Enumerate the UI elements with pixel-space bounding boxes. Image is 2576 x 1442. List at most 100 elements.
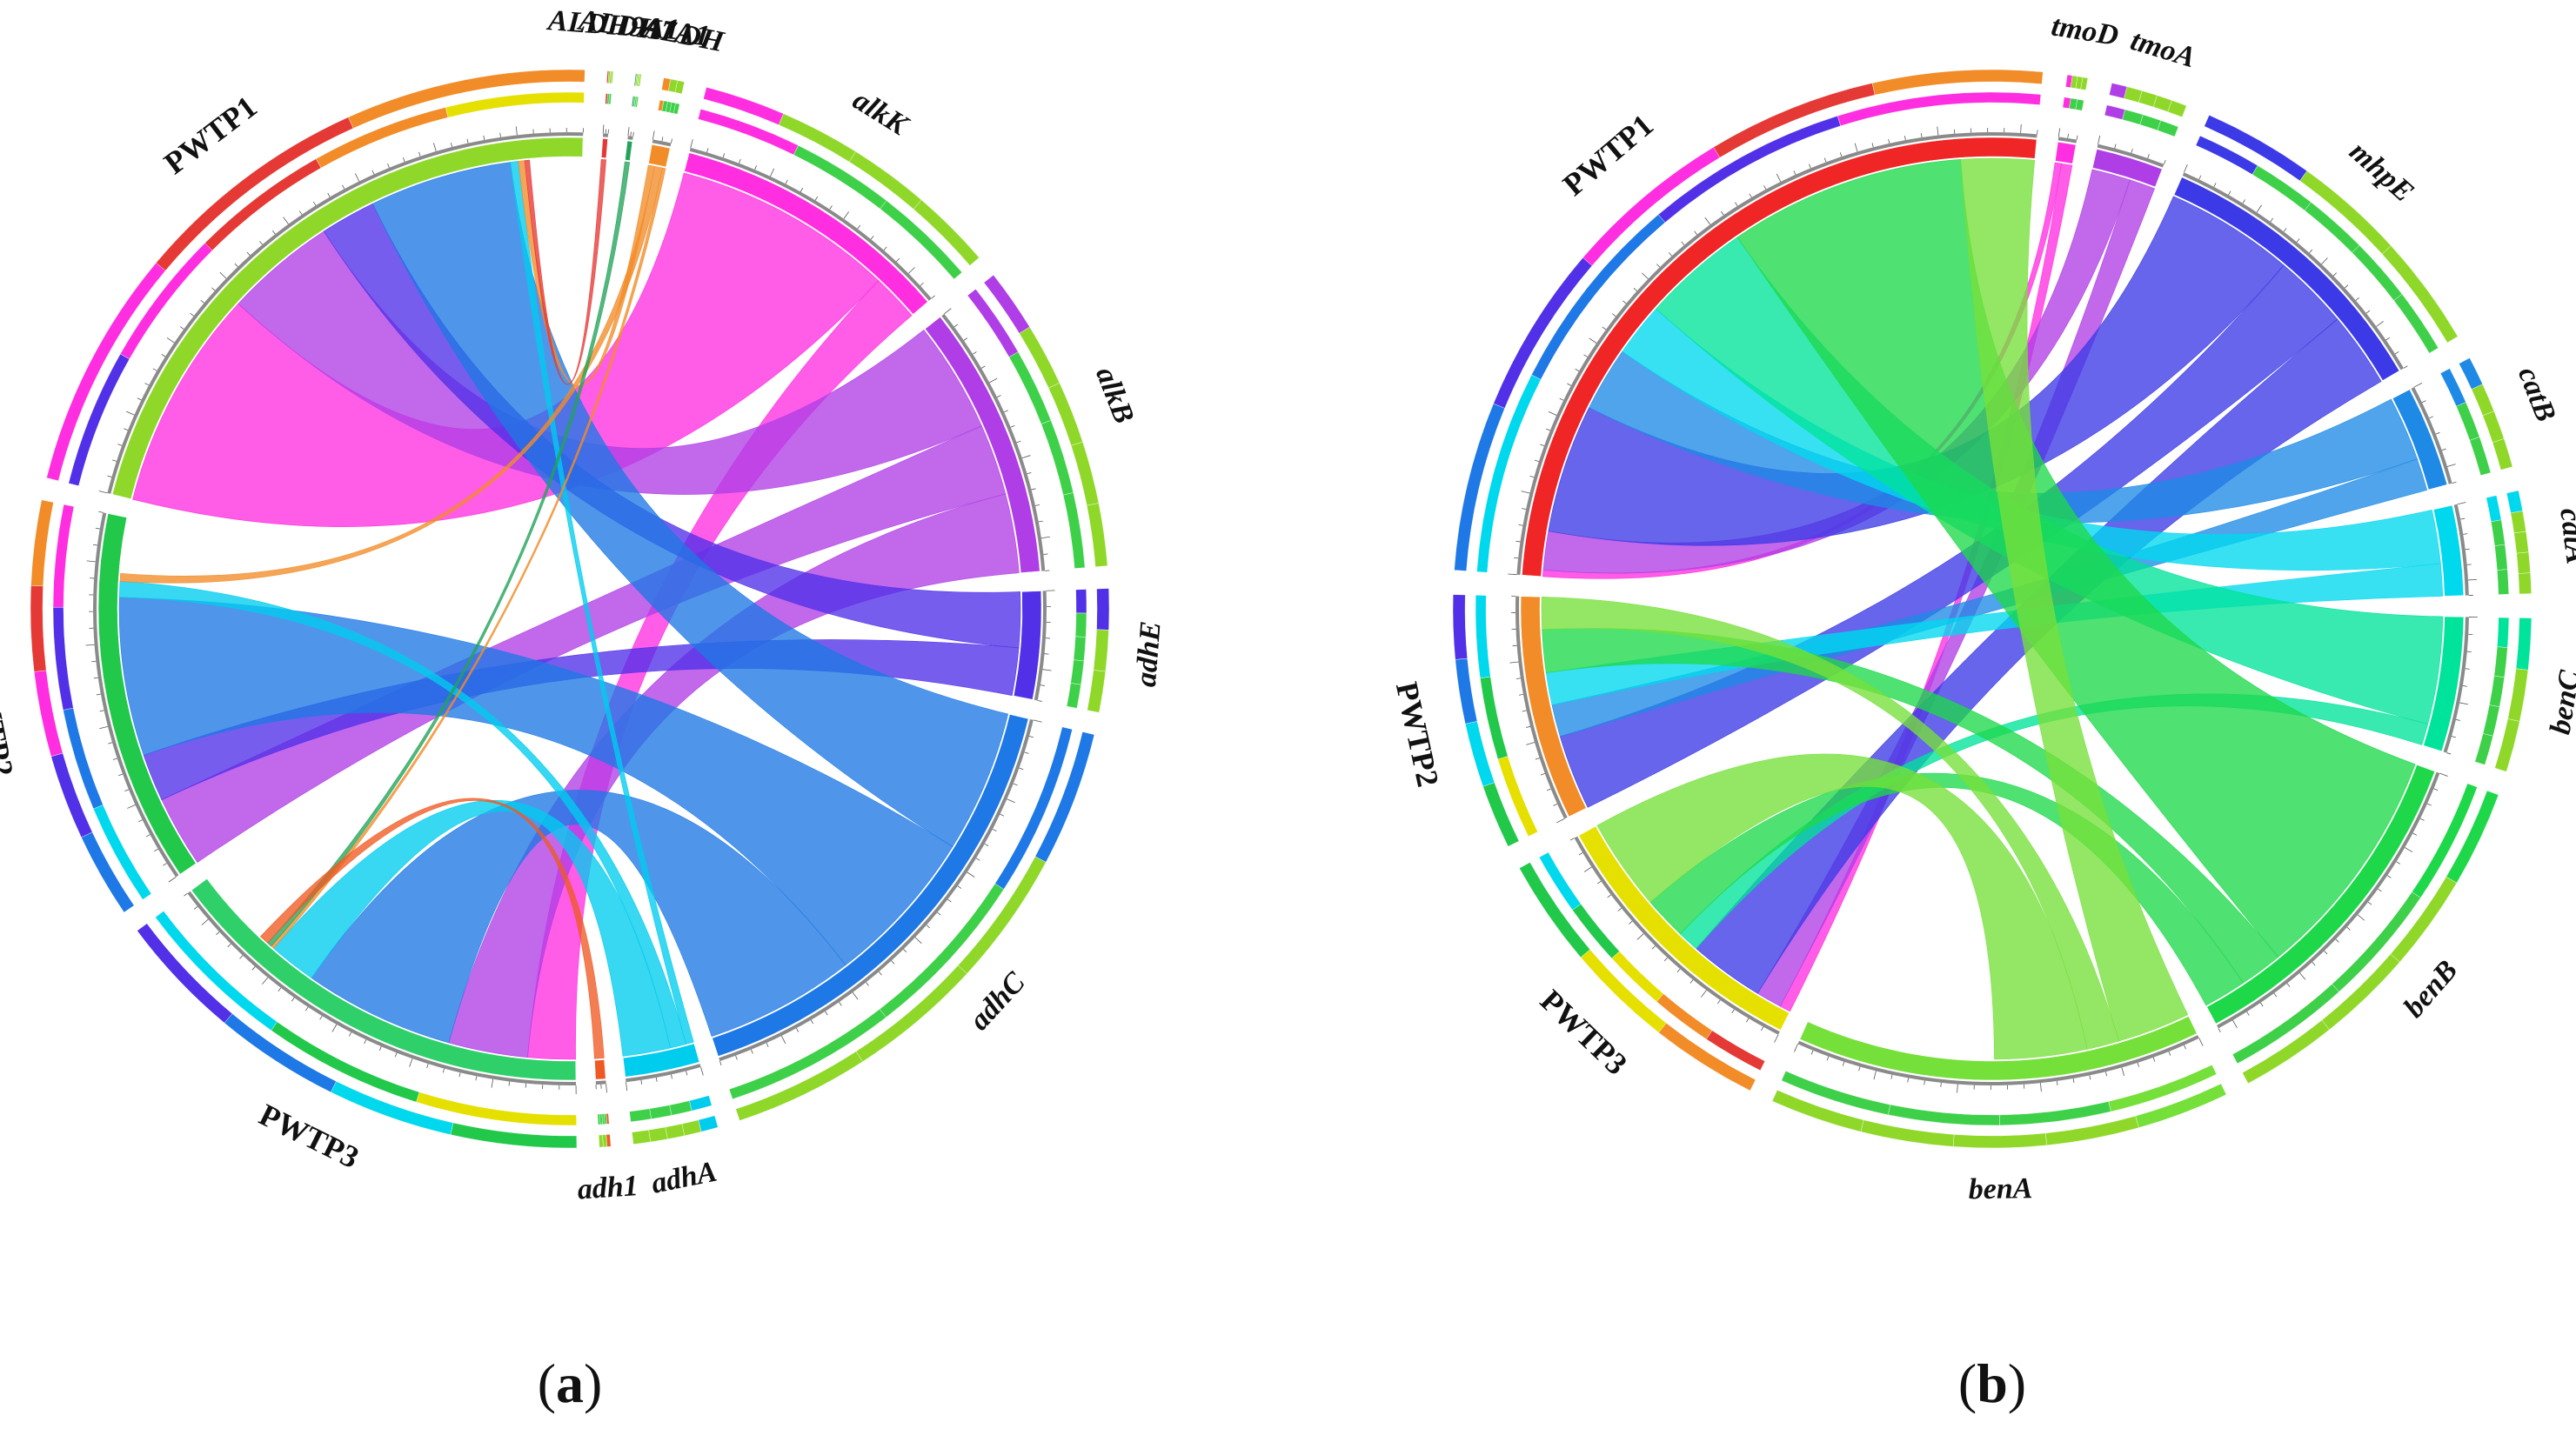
segment-arc	[111, 137, 584, 500]
tick-mark	[1793, 170, 1797, 175]
tick-mark	[2296, 238, 2300, 243]
tick-mark	[1583, 866, 1592, 872]
tick-mark	[2152, 1057, 2156, 1062]
tick-mark	[2451, 736, 2456, 738]
percent-band	[2489, 676, 2505, 708]
percent-band	[1888, 1104, 2000, 1126]
tick-mark	[2365, 310, 2371, 314]
tick-mark	[466, 138, 469, 144]
tick-mark	[903, 949, 907, 953]
chord-benB-PWTP2	[1542, 628, 2279, 984]
tick-mark	[630, 131, 632, 137]
tick-mark	[1636, 933, 1644, 940]
tick-mark	[1583, 354, 1588, 357]
tick-mark	[1546, 788, 1551, 791]
percent-band	[2513, 531, 2529, 554]
percent-band	[2459, 357, 2483, 390]
tick-mark	[2232, 1019, 2238, 1028]
percent-band	[2497, 569, 2509, 595]
tick-mark	[2457, 502, 2466, 505]
tick-mark	[1553, 804, 1558, 806]
tick-mark	[499, 132, 501, 137]
segment-ticks-ring	[1034, 591, 1047, 701]
segment-benA: benA	[1771, 1016, 2227, 1205]
tick-mark	[2312, 961, 2316, 966]
tick-mark	[2309, 249, 2313, 254]
tick-mark	[1010, 424, 1015, 428]
tick-mark	[839, 1001, 842, 1006]
tick-mark	[926, 925, 930, 929]
tick-mark	[937, 911, 941, 916]
tick-mark	[2256, 204, 2262, 213]
tick-mark	[2273, 992, 2278, 998]
tick-mark	[1763, 185, 1767, 190]
tick-mark	[1013, 783, 1018, 786]
percent-band	[2510, 511, 2526, 534]
percent-band	[638, 74, 642, 87]
segment-arc	[2173, 177, 2400, 381]
tick-mark	[394, 1052, 398, 1058]
percent-band	[2518, 572, 2532, 595]
tick-mark	[1031, 488, 1036, 491]
tick-mark	[2459, 702, 2469, 705]
tick-mark	[984, 843, 989, 846]
tick-mark	[2198, 175, 2202, 180]
tick-mark	[1540, 773, 1545, 776]
tick-mark	[908, 267, 915, 274]
sample-label-PWTP2: PWTP2	[0, 669, 20, 779]
tick-mark	[2465, 548, 2470, 551]
tick-mark	[1515, 540, 1521, 543]
percent-band	[2507, 668, 2529, 722]
percent-band	[913, 199, 980, 266]
tick-mark	[2378, 888, 2382, 892]
tick-mark	[891, 960, 895, 965]
segment-adh1: adh1	[577, 1059, 639, 1206]
tick-mark	[1040, 684, 1045, 686]
tick-mark	[2429, 416, 2433, 419]
tick-mark	[722, 153, 726, 158]
segment-ticks-ring	[602, 133, 609, 137]
gene-label-benC: benC	[2544, 668, 2576, 737]
segment-arc	[2055, 141, 2077, 164]
tick-mark	[739, 158, 741, 164]
percent-band	[1871, 69, 2044, 96]
tick-mark	[348, 1031, 351, 1037]
tick-mark	[1873, 1071, 1877, 1080]
tick-mark	[91, 660, 97, 663]
tick-mark	[259, 241, 263, 245]
tick-mark	[364, 1039, 367, 1045]
tick-mark	[2137, 1062, 2140, 1067]
segment-arc	[2433, 504, 2465, 597]
tick-mark	[2324, 951, 2328, 955]
percent-band	[1070, 659, 1085, 685]
tick-mark	[216, 931, 220, 936]
percent-band	[1475, 595, 1491, 678]
percent-band	[665, 1123, 686, 1139]
tick-mark	[957, 885, 962, 889]
tick-mark	[190, 312, 194, 317]
percent-band	[649, 1105, 672, 1119]
percent-band	[2492, 438, 2513, 471]
percent-band	[30, 499, 54, 587]
tick-mark	[1024, 751, 1029, 754]
chord-benA-PWTP3	[1596, 753, 2088, 1060]
tick-mark	[1681, 241, 1685, 245]
tick-mark	[2446, 464, 2456, 467]
tick-mark	[2387, 875, 2392, 878]
tick-mark	[800, 187, 804, 192]
percent-band	[2491, 519, 2506, 546]
percent-band	[348, 69, 585, 129]
tick-mark	[211, 287, 216, 291]
tick-mark	[163, 863, 167, 866]
tick-mark	[126, 411, 135, 416]
tick-mark	[2228, 190, 2231, 196]
tick-mark	[980, 365, 986, 369]
tick-mark	[234, 263, 238, 267]
tick-mark	[1612, 313, 1616, 317]
tick-mark	[2344, 284, 2349, 289]
tick-mark	[98, 491, 108, 494]
tick-mark	[2367, 901, 2372, 905]
tick-mark	[96, 693, 101, 696]
tick-mark	[271, 230, 276, 235]
tick-mark	[219, 271, 227, 279]
